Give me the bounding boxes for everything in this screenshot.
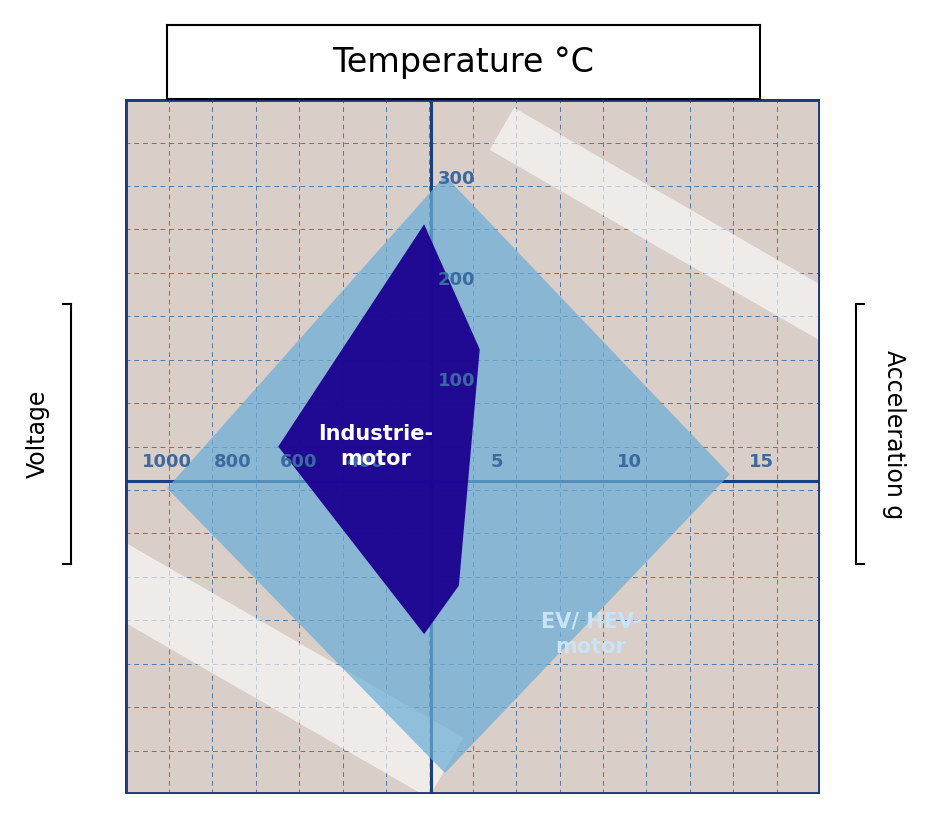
Polygon shape xyxy=(278,224,479,634)
Polygon shape xyxy=(125,99,820,794)
Text: Voltage: Voltage xyxy=(26,390,49,478)
Text: 100: 100 xyxy=(438,371,476,390)
Text: Acceleration g: Acceleration g xyxy=(882,350,906,519)
Text: 200: 200 xyxy=(438,271,476,289)
Text: 5: 5 xyxy=(490,453,503,471)
Text: Industrie-
motor: Industrie- motor xyxy=(318,424,433,469)
Text: 300: 300 xyxy=(438,170,476,188)
Text: EV/ HEV-
motor: EV/ HEV- motor xyxy=(540,612,641,657)
Text: 10: 10 xyxy=(616,453,641,471)
Text: 1000: 1000 xyxy=(142,453,192,471)
Text: Temperature °C: Temperature °C xyxy=(333,45,594,79)
Polygon shape xyxy=(38,512,464,798)
Polygon shape xyxy=(489,108,844,341)
Text: 400: 400 xyxy=(347,453,384,471)
Text: 15: 15 xyxy=(749,453,773,471)
Text: 600: 600 xyxy=(280,453,318,471)
Polygon shape xyxy=(167,175,730,773)
Text: 800: 800 xyxy=(214,453,252,471)
